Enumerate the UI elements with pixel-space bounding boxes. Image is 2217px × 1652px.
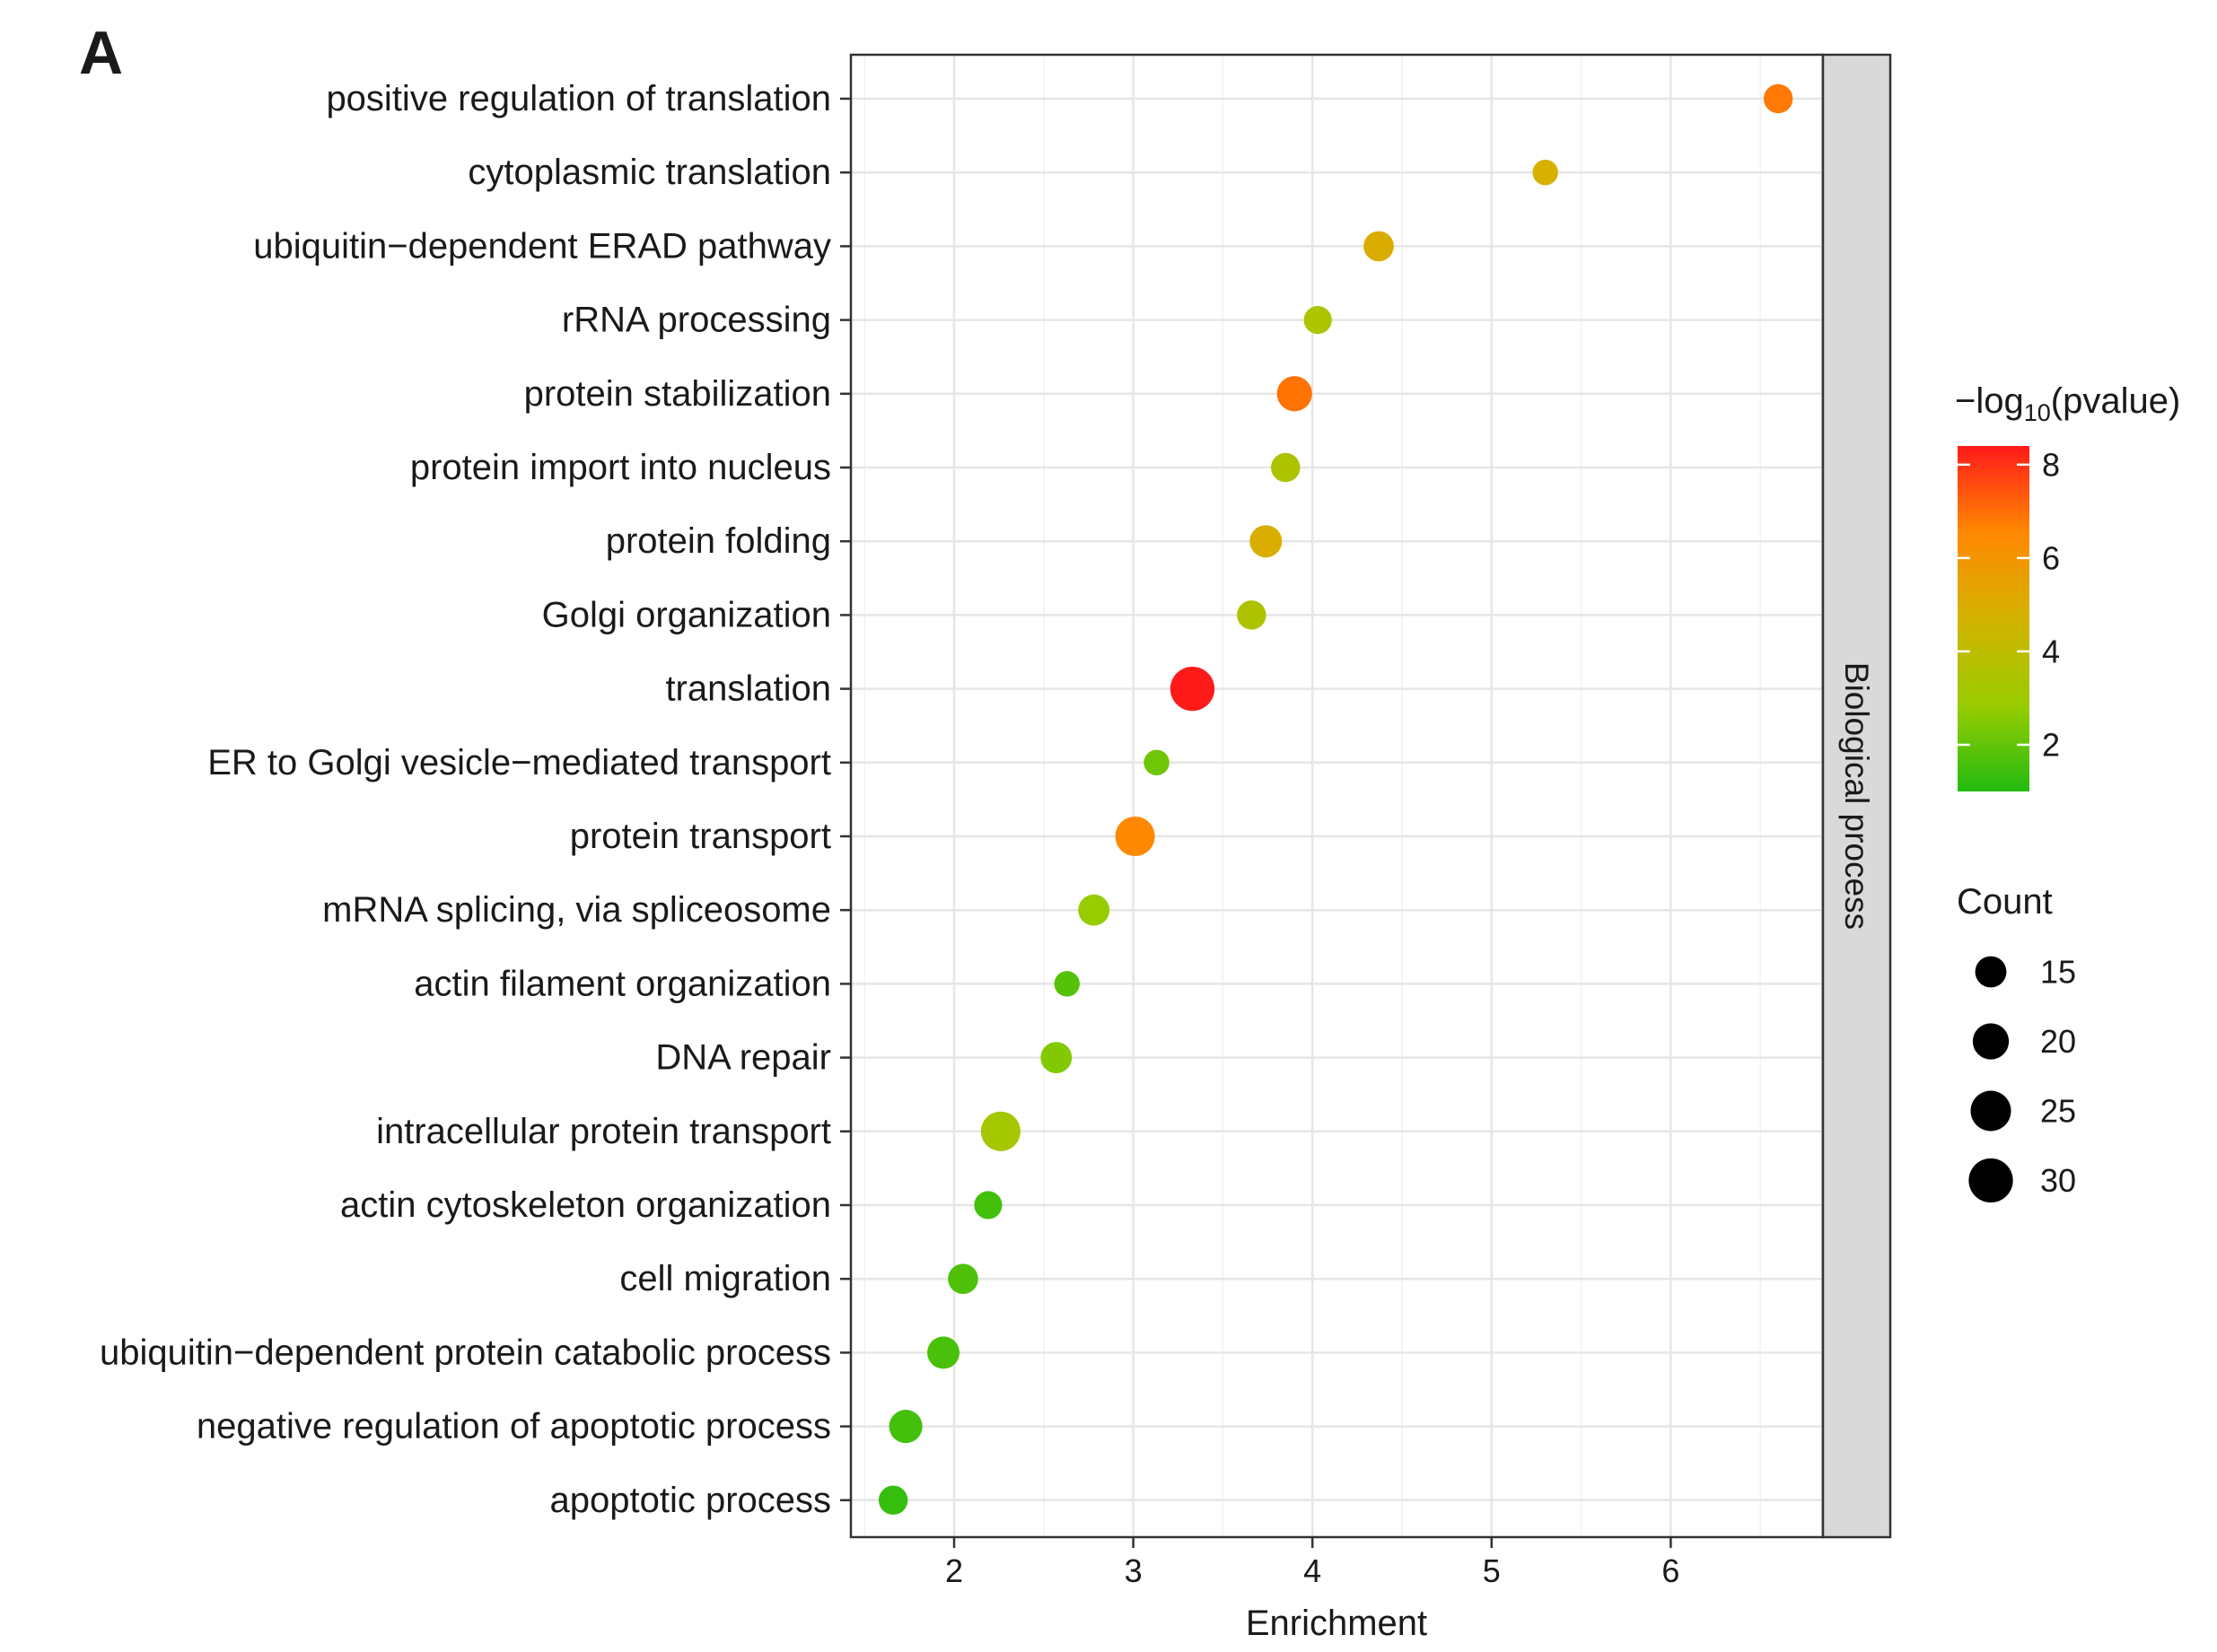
y-tick-label: translation [665, 669, 831, 709]
y-tick-label: intracellular protein transport [376, 1112, 831, 1151]
data-point [927, 1336, 960, 1369]
size-legend-dot [1968, 1158, 2013, 1203]
grid-lines [851, 55, 1823, 1537]
data-point [1303, 306, 1332, 335]
size-legend-dot [1972, 1023, 2010, 1060]
size-legend-label: 30 [2040, 1162, 2076, 1199]
y-tick-label: ubiquitin−dependent protein catabolic pr… [100, 1333, 831, 1372]
data-point [974, 1191, 1003, 1219]
data-point [1170, 666, 1215, 712]
y-tick-label: rRNA processing [562, 301, 831, 340]
y-tick-label: ER to Golgi vesicle−mediated transport [207, 743, 831, 782]
data-point [1363, 231, 1394, 262]
size-legend-label: 25 [2040, 1093, 2076, 1130]
x-axis-label: Enrichment [1246, 1604, 1427, 1643]
data-point [889, 1410, 923, 1444]
y-tick-label: ubiquitin−dependent ERAD pathway [253, 226, 831, 266]
data-point [1115, 816, 1155, 857]
size-legend-label: 20 [2040, 1023, 2076, 1060]
data-point [1532, 159, 1558, 186]
size-legend-dot [1975, 956, 2007, 988]
data-point [878, 1485, 908, 1516]
x-axis: 2 3 4 5 6 [945, 1537, 1679, 1589]
y-tick-label: cell migration [619, 1259, 831, 1298]
y-tick-label: cytoplasmic translation [468, 153, 831, 192]
data-point [1040, 1042, 1073, 1074]
data-point [948, 1263, 978, 1295]
y-tick-label: positive regulation of translation [326, 79, 831, 118]
y-tick-label: negative regulation of apoptotic process [197, 1407, 831, 1447]
x-tick-label: 3 [1125, 1552, 1143, 1589]
color-legend-ticks: 2 4 6 8 [1958, 446, 2060, 763]
x-tick-label: 6 [1661, 1552, 1679, 1589]
size-legend-label: 15 [2040, 954, 2076, 991]
color-legend-tick-label: 4 [2042, 633, 2060, 669]
facet-strip [1821, 53, 1892, 1539]
data-point [1276, 376, 1312, 412]
y-tick-label: protein folding [606, 521, 831, 561]
size-legend-title: Count [1957, 882, 2053, 922]
y-tick-label: mRNA splicing, via spliceosome [322, 890, 831, 930]
x-tick-label: 5 [1483, 1552, 1501, 1589]
y-tick-label: actin cytoskeleton organization [340, 1185, 831, 1225]
y-tick-label: protein stabilization [524, 374, 831, 414]
y-tick-label: protein import into nucleus [410, 448, 831, 487]
color-legend-title: −log10(pvalue) [1955, 381, 2180, 426]
color-legend-tick-label: 2 [2042, 726, 2060, 763]
plot-panel [851, 55, 1823, 1537]
color-legend: −log10(pvalue) 2 4 6 8 [1955, 381, 2180, 791]
size-legend-dot [1970, 1090, 2011, 1132]
y-tick-label: DNA repair [655, 1038, 831, 1078]
y-tick-label: Golgi organization [542, 595, 831, 634]
y-tick-label: actin filament organization [414, 964, 831, 1003]
data-point [1054, 971, 1080, 997]
data-point [1271, 452, 1301, 483]
data-point [1249, 525, 1283, 558]
size-legend-items: 15 20 25 30 [1968, 954, 2076, 1203]
x-tick-label: 4 [1303, 1552, 1321, 1589]
y-tick-label: protein transport [570, 817, 831, 856]
color-legend-bar [1958, 446, 2029, 791]
data-points [878, 83, 1793, 1516]
size-legend: Count 15 20 25 30 [1957, 882, 2076, 1203]
data-point [980, 1111, 1021, 1151]
color-legend-tick-label: 8 [2042, 446, 2060, 483]
data-point [1144, 749, 1170, 776]
x-tick-label: 2 [945, 1552, 963, 1589]
data-point [1763, 83, 1793, 114]
data-point [1078, 894, 1110, 926]
data-point [1237, 600, 1266, 630]
facet-label: Biological process [1838, 662, 1875, 930]
panel-label: A [79, 19, 123, 87]
color-legend-tick-label: 6 [2042, 539, 2060, 576]
y-tick-label: apoptotic process [549, 1481, 831, 1520]
y-axis: positive regulation of translation cytopl… [100, 79, 851, 1520]
